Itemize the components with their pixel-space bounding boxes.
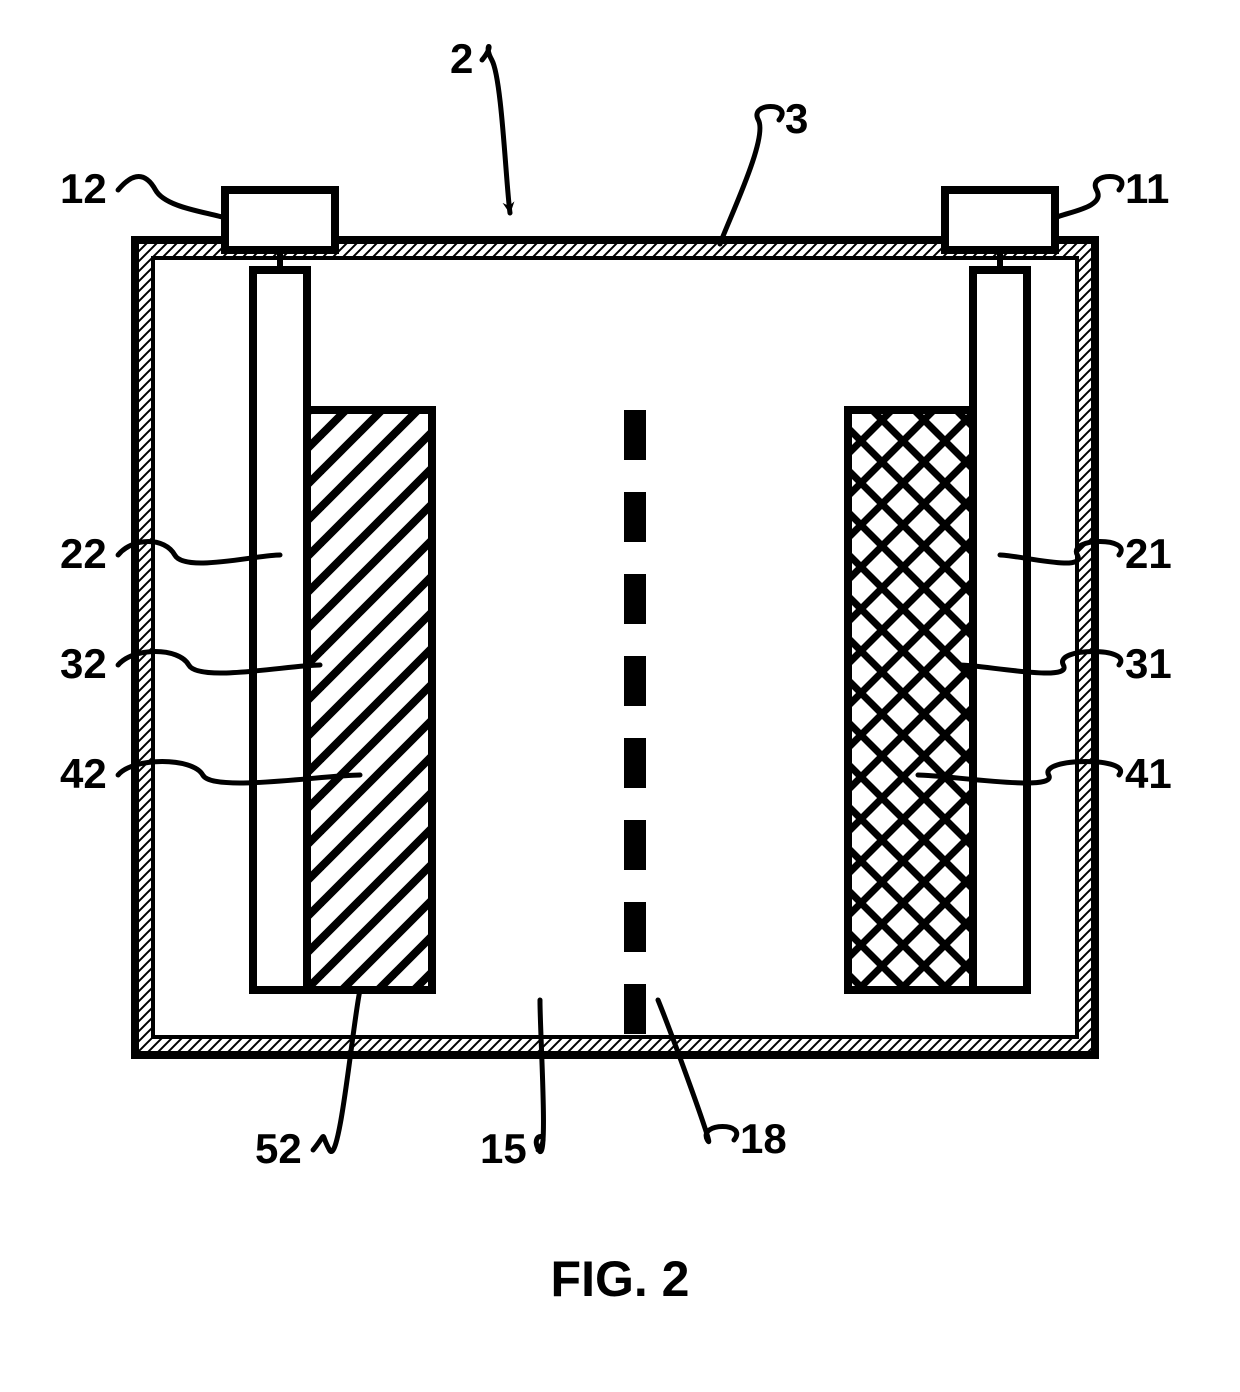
ref-label-52: 52	[255, 1125, 302, 1173]
ref-label-3: 3	[785, 95, 808, 143]
ref-label-15: 15	[480, 1125, 527, 1173]
figure-stage: 2 3 11 12 15 18 21 22 31 32 41 42 52 FIG. 2	[0, 0, 1240, 1392]
ref-label-41: 41	[1125, 750, 1172, 798]
ref-label-21: 21	[1125, 530, 1172, 578]
figure-svg	[0, 0, 1240, 1392]
ref-label-18: 18	[740, 1115, 787, 1163]
ref-label-42: 42	[60, 750, 107, 798]
ref-label-22: 22	[60, 530, 107, 578]
ref-label-2: 2	[450, 35, 473, 83]
ref-label-12: 12	[60, 165, 107, 213]
ref-label-32: 32	[60, 640, 107, 688]
figure-caption: FIG. 2	[0, 1250, 1240, 1308]
ref-label-31: 31	[1125, 640, 1172, 688]
ref-label-11: 11	[1125, 165, 1169, 213]
